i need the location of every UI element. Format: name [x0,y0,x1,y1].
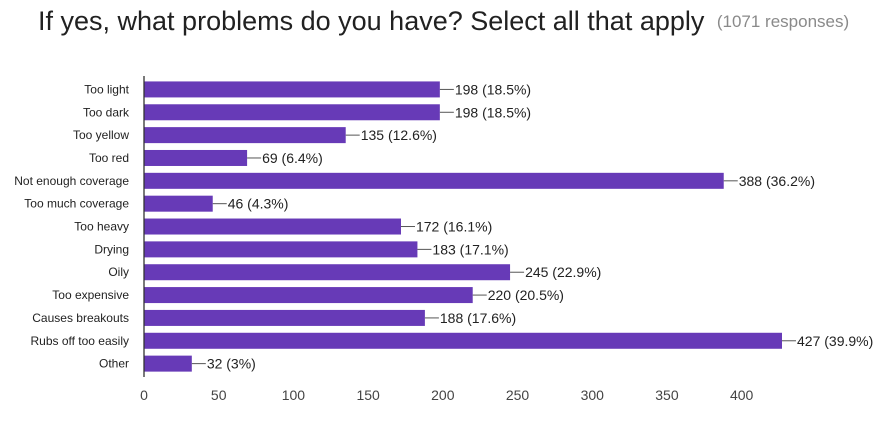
value-label: 427 (39.9%) [797,333,873,349]
chart-title: If yes, what problems do you have? Selec… [38,6,705,36]
chart-header: If yes, what problems do you have? Selec… [38,6,890,46]
bar [144,81,440,98]
value-label: 198 (18.5%) [455,81,531,97]
x-axis-ticks-group: 0 50 100 150 200 250 300 350 400 [140,387,753,403]
category-label: Causes breakouts [32,311,129,325]
x-tick-label: 300 [581,387,605,403]
x-tick-label: 350 [655,387,679,403]
category-labels-group: Too light Too dark Too yellow Too red Not en… [14,82,130,370]
x-tick-label: 150 [356,387,380,403]
x-tick-label: 100 [282,387,306,403]
category-label: Rubs off too easily [30,334,129,348]
value-label: 135 (12.6%) [361,127,437,143]
category-label: Not enough coverage [14,174,129,188]
bar [144,332,782,349]
category-label: Drying [94,242,129,256]
category-label: Too light [84,82,129,96]
value-label: 188 (17.6%) [440,310,516,326]
response-count: (1071 responses) [716,11,850,31]
category-label: Other [99,357,129,371]
value-label: 245 (22.9%) [525,264,601,280]
value-label: 198 (18.5%) [455,104,531,120]
bar [144,195,213,212]
value-label: 69 (6.4%) [262,150,323,166]
value-label: 220 (20.5%) [488,287,564,303]
category-label: Too red [89,151,129,165]
x-tick-label: 400 [730,387,754,403]
bar [144,355,192,372]
category-label: Too heavy [74,220,129,234]
bar [144,104,440,121]
value-label: 388 (36.2%) [739,173,815,189]
bar [144,309,425,326]
x-tick-label: 50 [211,387,227,403]
category-label: Too much coverage [24,197,129,211]
category-label: Too expensive [52,288,129,302]
category-label: Too yellow [73,128,129,142]
bar [144,287,473,304]
x-tick-label: 250 [506,387,530,403]
value-label: 32 (3%) [207,356,256,372]
bar [144,264,511,281]
bar [144,172,724,189]
x-tick-label: 200 [431,387,455,403]
bar [144,127,346,144]
value-label: 172 (16.1%) [416,219,492,235]
bar [144,218,401,235]
category-label: Oily [108,265,129,279]
x-tick-label: 0 [140,387,148,403]
bar [144,149,248,166]
value-label: 183 (17.1%) [432,241,508,257]
bars-group: 198 (18.5%) 198 (18.5%) 135 (12.6%) 69 (6.4… [144,81,873,372]
value-label: 46 (4.3%) [228,196,289,212]
category-label: Too dark [83,105,130,119]
bar [144,241,418,258]
